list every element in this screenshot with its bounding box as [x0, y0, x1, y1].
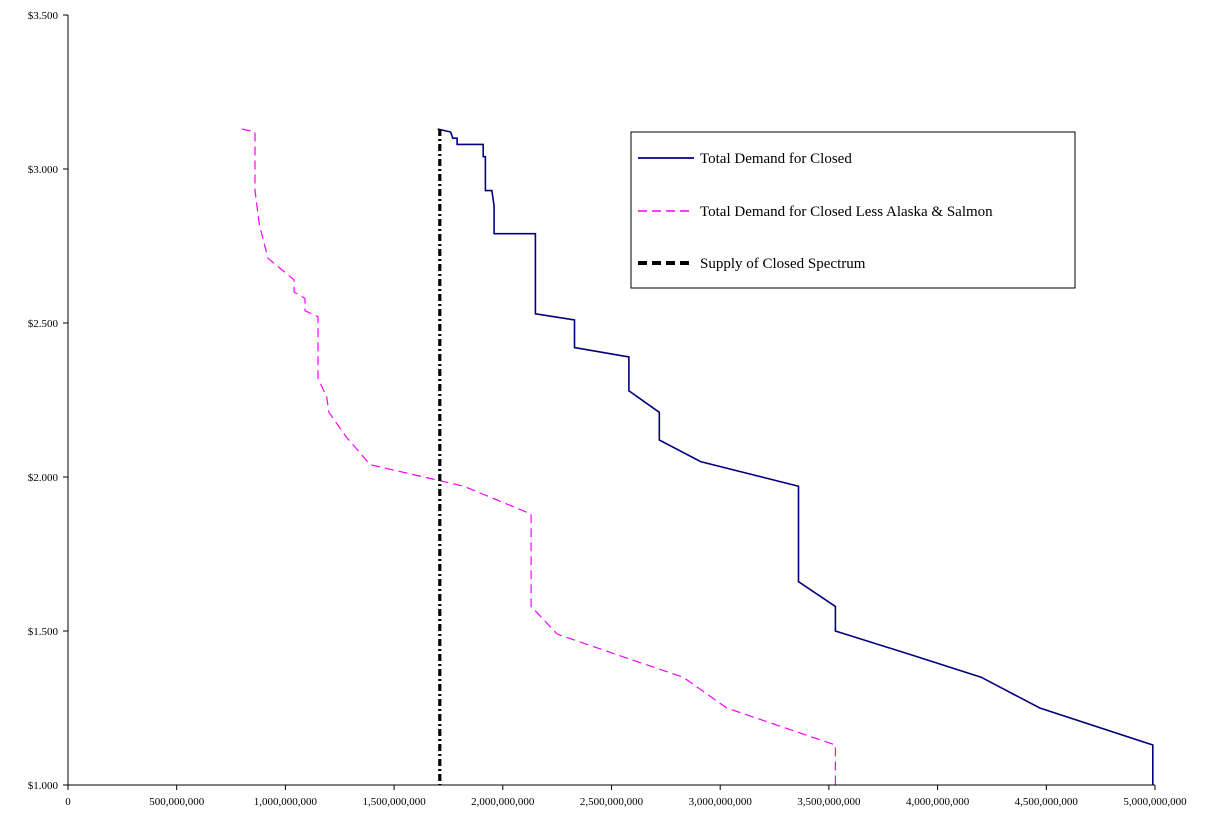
x-tick-label: 500,000,000	[149, 796, 205, 808]
x-tick-label: 1,500,000,000	[362, 796, 426, 808]
x-tick-label: 5,000,000,000	[1123, 796, 1187, 808]
legend-label-1: Total Demand for Closed	[700, 151, 852, 167]
y-tick-label: $3.500	[28, 10, 59, 22]
y-tick-label: $2.000	[28, 472, 59, 484]
x-tick-label: 2,500,000,000	[580, 796, 644, 808]
y-tick-label: $1.000	[28, 780, 59, 792]
y-tick-label: $3.000	[28, 164, 59, 176]
legend-box	[630, 131, 1076, 289]
y-tick-label: $1.500	[28, 626, 59, 638]
axes: $1.000 $1.500 $2.000 $2.500 $3.000 $3.500 0 500…	[28, 10, 1187, 808]
x-tick-label: 3,500,000,000	[797, 796, 861, 808]
legend-label-2: Total Demand for Closed Less Alaska & Sa…	[700, 204, 993, 220]
x-tick-label: 2,000,000,000	[471, 796, 535, 808]
series-layer	[241, 128, 1154, 785]
series-line-1	[437, 128, 1154, 785]
legend-label-3: Supply of Closed Spectrum	[700, 256, 866, 272]
x-tick-label: 4,000,000,000	[906, 796, 970, 808]
x-tick-label: 0	[65, 796, 71, 808]
x-tick-label: 1,000,000,000	[254, 796, 318, 808]
x-tick-label: 4,500,000,000	[1015, 796, 1079, 808]
y-tick-label: $2.500	[28, 318, 59, 330]
series-line-2	[241, 128, 836, 785]
legend: Total Demand for Closed Total Demand for …	[630, 131, 1076, 289]
x-tick-label: 3,000,000,000	[689, 796, 753, 808]
